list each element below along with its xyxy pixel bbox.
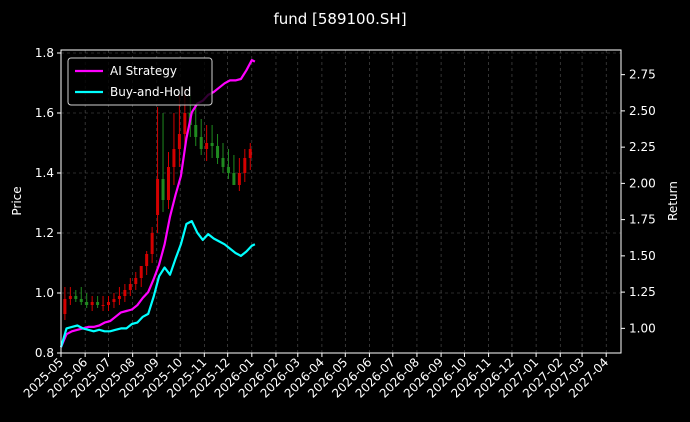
candle-body [172,149,176,167]
y-tick-label: 1.6 [35,106,54,120]
y2-tick-label: 2.25 [629,140,656,154]
candle-body [101,305,105,306]
candle-body [183,113,187,134]
candle-body [112,299,116,302]
candle-body [232,173,236,185]
candle-body [68,296,72,299]
candle-body [123,290,127,296]
y2-tick-label: 1.75 [629,213,656,227]
candle-body [156,179,160,215]
candle-body [139,266,143,278]
price-candles [63,89,252,320]
return-lines [59,58,256,348]
candle-body [194,125,198,137]
candle-body [79,299,83,302]
candle-body [90,302,94,305]
candle-body [107,302,111,305]
y2-tick-label: 1.50 [629,249,656,263]
candle-body [205,143,209,149]
candle-body [177,134,181,149]
legend: AI Strategy Buy-and-Hold [67,57,213,106]
candle-body [166,167,170,200]
left-axis: 0.8 1.0 1.2 1.4 1.6 1.8 [35,46,61,360]
candle-body [221,158,225,167]
left-axis-title: Price [10,186,24,215]
candle-body [63,299,67,314]
candle-body [243,158,247,173]
candle-body [216,146,220,158]
y-tick-label: 1.4 [35,166,54,180]
plot-frame [60,49,622,354]
candle-body [96,302,100,305]
y-tick-label: 0.8 [35,346,54,360]
y2-tick-label: 2.50 [629,104,656,118]
y-tick-label: 1.0 [35,286,54,300]
candle-body [145,254,149,266]
candle-body [128,284,132,290]
legend-label: AI Strategy [110,64,177,78]
candle-body [150,233,154,254]
y-tick-label: 1.2 [35,226,54,240]
chart-title: fund [589100.SH] [273,10,406,28]
candle-body [248,149,252,158]
candle-body [117,296,121,299]
y2-tick-label: 2.00 [629,176,656,190]
series-line-buy-and-hold [59,220,256,348]
candle-body [85,302,89,305]
candle-body [199,137,203,149]
candle-body [74,296,78,299]
legend-box [67,57,213,106]
candle-body [226,167,230,173]
y2-tick-label: 1.25 [629,285,656,299]
y2-tick-label: 2.75 [629,68,656,82]
candle-body [210,143,214,146]
legend-label: Buy-and-Hold [110,85,191,99]
right-axis: 1.00 1.25 1.50 1.75 2.00 2.25 2.50 2.75 [621,68,656,335]
candle-body [161,179,165,200]
candle-body [237,173,241,185]
series-line-ai-strategy [59,58,256,348]
y-tick-label: 1.8 [35,46,54,60]
right-axis-title: Return [666,181,680,221]
candle-body [134,278,138,284]
y2-tick-label: 1.00 [629,321,656,335]
